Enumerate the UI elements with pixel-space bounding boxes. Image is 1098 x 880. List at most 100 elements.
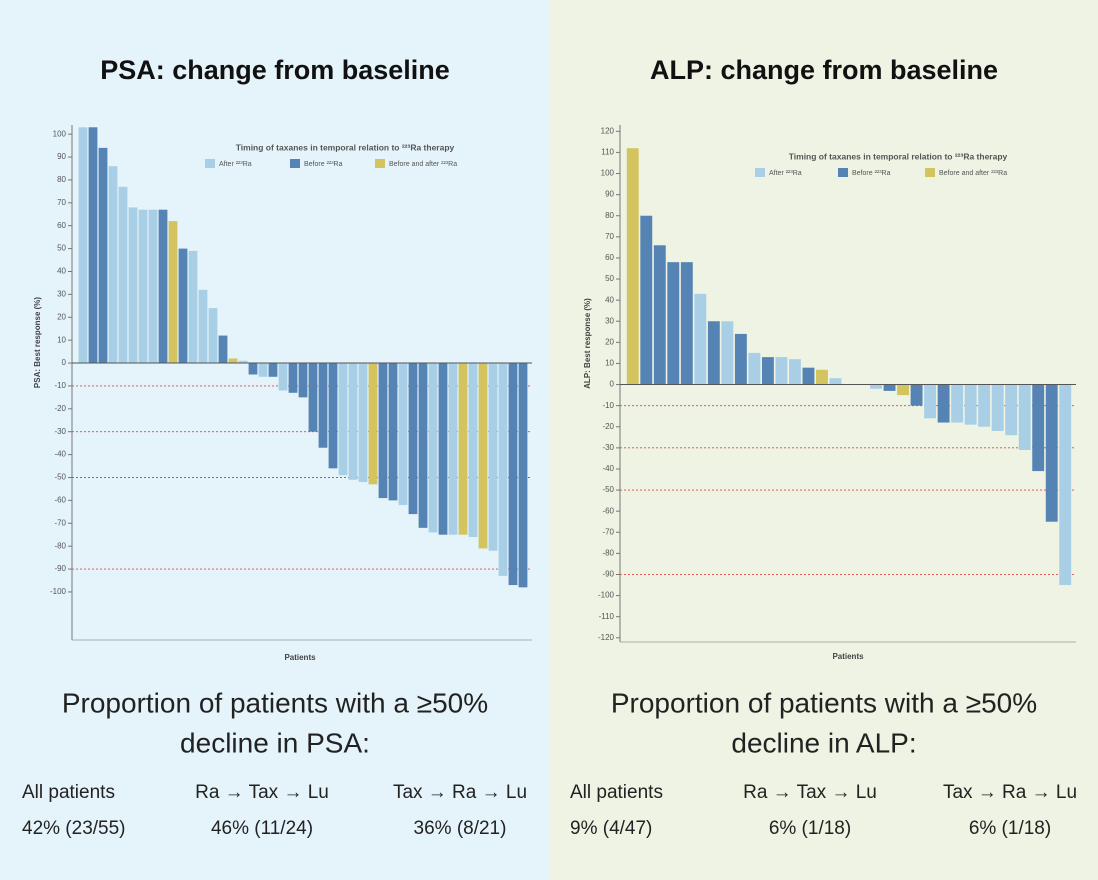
summary-heading: Proportion of patients with a ≥50%: [62, 687, 488, 718]
y-tick-label: -110: [599, 612, 615, 621]
stat-label: All patients: [22, 782, 115, 803]
y-tick-label: -40: [602, 464, 614, 473]
bar: [128, 207, 138, 364]
legend-label: Before ²²³Ra: [304, 161, 343, 168]
bar: [98, 147, 108, 364]
y-tick-label: 60: [57, 221, 66, 230]
y-tick-label: 50: [57, 244, 66, 253]
y-tick-label: 110: [601, 148, 614, 157]
legend-title: Timing of taxanes in temporal relation t…: [236, 142, 455, 152]
legend-swatch: [838, 168, 848, 177]
bar: [158, 209, 168, 364]
y-tick-label: 90: [57, 152, 66, 161]
y-tick-label: -70: [54, 518, 66, 527]
y-tick-label: -60: [602, 506, 614, 515]
bar: [138, 209, 148, 364]
y-tick-label: -100: [598, 591, 615, 600]
chart-title: ALP: change from baseline: [650, 55, 998, 85]
stat-value: 6% (1/18): [769, 818, 851, 839]
bar: [388, 363, 398, 501]
bar: [1059, 384, 1072, 586]
bar: [721, 321, 734, 385]
y-tick-label: 40: [605, 295, 614, 304]
bar: [951, 384, 964, 423]
bar: [1018, 384, 1031, 450]
bar: [458, 363, 468, 535]
bar: [338, 363, 348, 476]
bar: [218, 335, 228, 364]
bar: [498, 363, 508, 576]
bar: [108, 166, 118, 364]
y-axis-label: PSA: Best response (%): [33, 297, 42, 388]
bar: [178, 248, 188, 364]
bar: [937, 384, 950, 423]
x-axis-label: Patients: [832, 652, 864, 661]
stat-label: Tax → Ra → Lu: [393, 782, 527, 803]
legend-swatch: [290, 159, 300, 168]
stat-label: Tax → Ra → Lu: [943, 782, 1077, 803]
bar: [653, 245, 666, 385]
summary-heading: decline in PSA:: [180, 727, 370, 758]
bar: [258, 363, 268, 377]
y-tick-label: -90: [602, 570, 614, 579]
bar: [694, 293, 707, 385]
legend-label: After ²²³Ra: [769, 170, 802, 177]
bar: [1045, 384, 1058, 522]
y-tick-label: 10: [57, 335, 66, 344]
bar: [208, 308, 218, 364]
bar: [1032, 384, 1045, 472]
y-tick-label: 120: [601, 126, 615, 135]
stat-label: Ra → Tax → Lu: [743, 782, 877, 803]
bar: [518, 363, 528, 588]
y-tick-label: 30: [605, 316, 614, 325]
bar: [228, 358, 238, 364]
y-tick-label: -60: [54, 495, 66, 504]
bar: [680, 262, 693, 385]
y-tick-label: 40: [57, 267, 66, 276]
bar: [964, 384, 977, 425]
y-axis-label: ALP: Best response (%): [583, 298, 592, 389]
y-tick-label: -10: [54, 381, 66, 390]
y-tick-label: -50: [602, 485, 614, 494]
bar: [348, 363, 358, 480]
y-tick-label: 10: [605, 359, 614, 368]
y-tick-label: 20: [57, 312, 66, 321]
y-tick-label: -30: [54, 427, 66, 436]
bar: [816, 369, 828, 385]
y-tick-label: 0: [62, 358, 67, 367]
legend-label: Before ²²³Ra: [852, 170, 891, 177]
y-tick-label: -20: [602, 422, 614, 431]
alp-panel: [549, 0, 1098, 880]
x-axis-label: Patients: [284, 653, 316, 662]
bar: [883, 384, 896, 391]
y-tick-label: -80: [602, 548, 614, 557]
bar: [488, 363, 498, 551]
bar: [707, 321, 720, 385]
y-tick-label: 80: [57, 175, 66, 184]
bar: [478, 363, 488, 549]
summary-heading: decline in ALP:: [731, 727, 916, 758]
y-tick-label: 90: [605, 190, 614, 199]
y-tick-label: -90: [54, 564, 66, 573]
y-tick-label: 70: [57, 198, 66, 207]
stat-value: 42% (23/55): [22, 818, 126, 839]
bar: [761, 357, 774, 385]
bar: [398, 363, 408, 505]
bar: [288, 363, 298, 393]
bar: [1005, 384, 1018, 436]
stat-value: 46% (11/24): [211, 818, 313, 839]
bar: [418, 363, 428, 528]
bar: [924, 384, 937, 419]
y-tick-label: -30: [602, 443, 614, 452]
bar: [667, 262, 680, 385]
bar: [438, 363, 448, 535]
y-tick-label: 20: [605, 337, 614, 346]
y-tick-label: 50: [605, 274, 614, 283]
chart-title: PSA: change from baseline: [100, 55, 450, 85]
y-tick-label: -50: [54, 473, 66, 482]
bar: [978, 384, 991, 427]
y-tick-label: -80: [54, 541, 66, 550]
bar: [318, 363, 328, 448]
bar: [508, 363, 518, 586]
